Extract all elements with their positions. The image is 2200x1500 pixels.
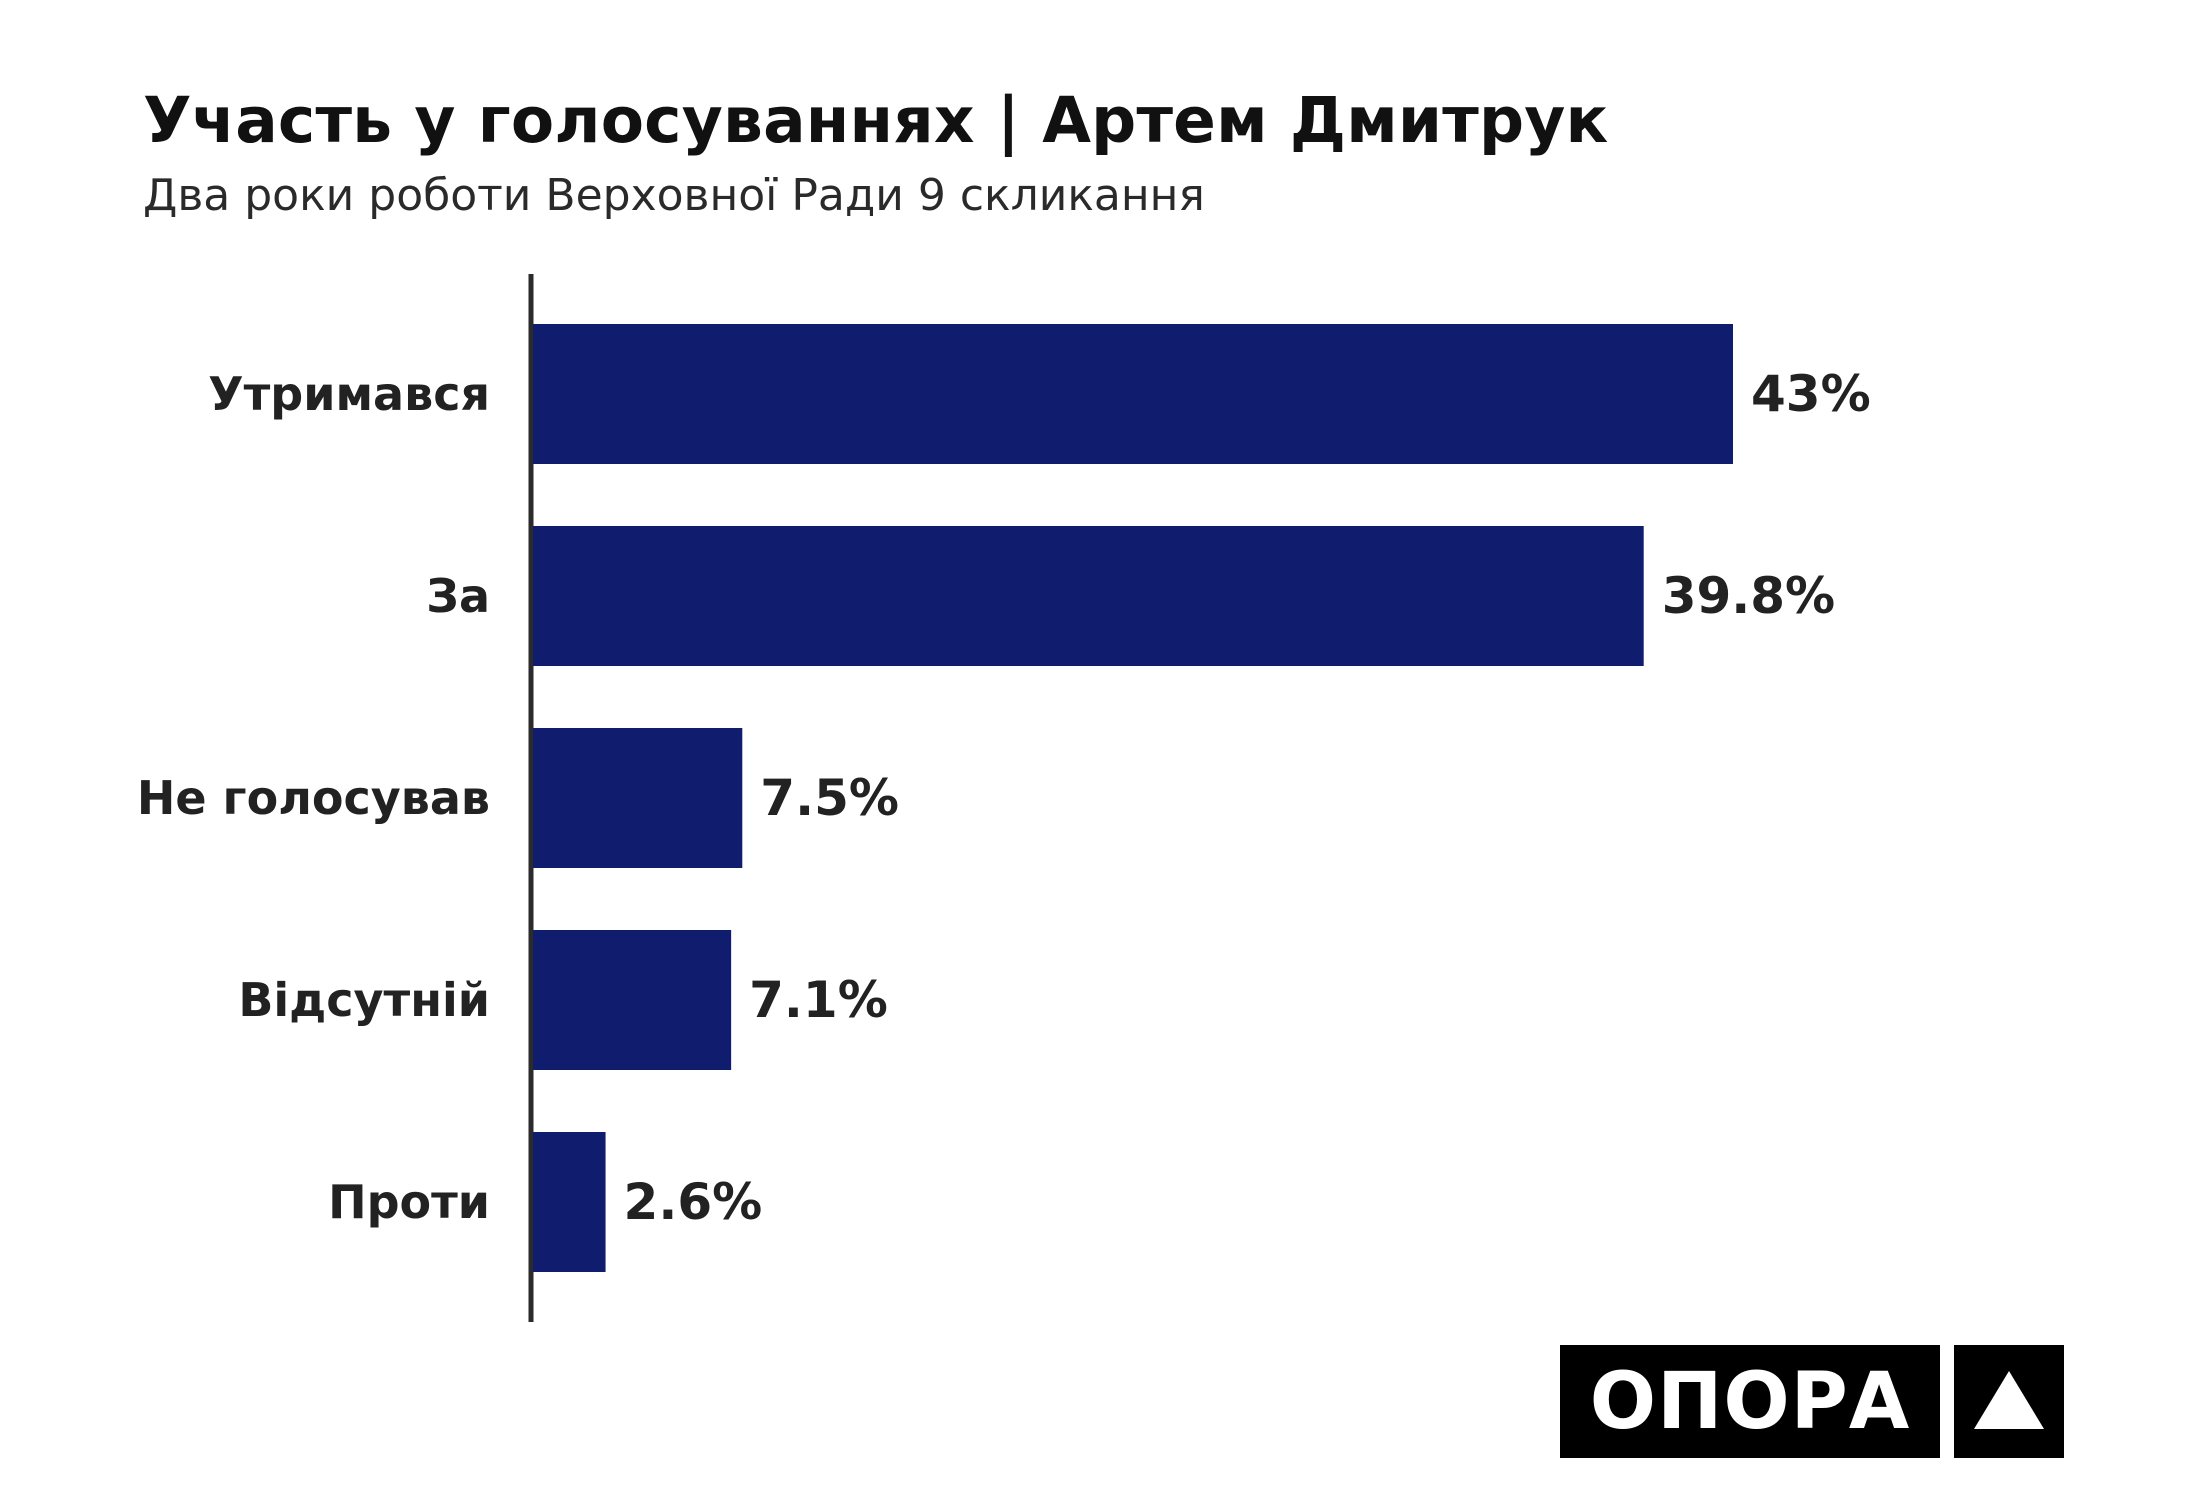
bar: [533, 526, 1644, 666]
value-label: 7.5%: [760, 769, 899, 827]
category-label: За: [426, 569, 490, 623]
category-label: Не голосував: [137, 771, 490, 825]
value-label: 2.6%: [624, 1173, 763, 1231]
chart-subtitle: Два роки роботи Верховної Ради 9 скликан…: [143, 170, 1205, 221]
bar: [533, 324, 1733, 464]
category-label: Утримався: [208, 367, 490, 421]
opora-logo-mark: [1954, 1345, 2064, 1458]
chart-title: Участь у голосуваннях | Артем Дмитрук: [143, 84, 1609, 157]
bar: [533, 1132, 606, 1272]
value-label: 39.8%: [1662, 567, 1835, 625]
value-label: 7.1%: [749, 971, 888, 1029]
value-label: 43%: [1751, 365, 1871, 423]
category-label: Проти: [328, 1175, 490, 1229]
triangle-icon: [1974, 1370, 2044, 1429]
bar: [533, 930, 732, 1070]
category-label: Відсутній: [238, 973, 490, 1027]
opora-logo-text: ОПОРА: [1560, 1345, 1940, 1458]
bar: [533, 728, 743, 868]
